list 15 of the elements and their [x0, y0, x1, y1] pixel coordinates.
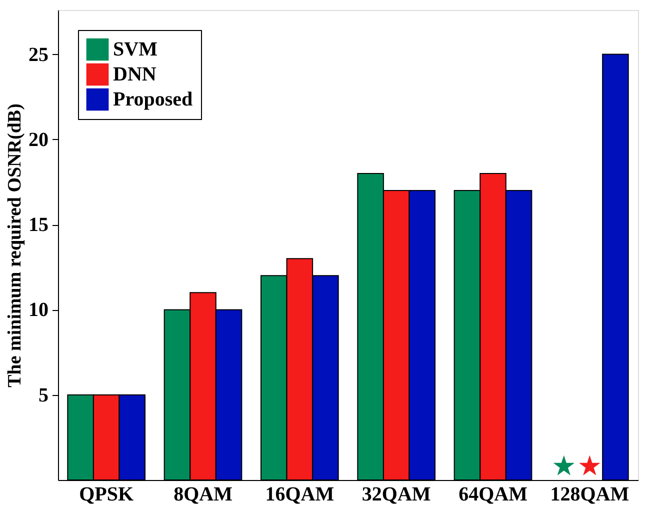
x-tick-label: 8QAM	[174, 484, 233, 506]
y-tick-label: 20	[28, 128, 48, 151]
y-tick-label: 10	[28, 299, 48, 322]
legend-label: DNN	[113, 64, 157, 86]
y-axis-title: The minimum required OSNR(dB)	[4, 104, 26, 388]
y-tick-label: 25	[28, 44, 48, 66]
legend-label: SVM	[113, 38, 158, 60]
x-tick-label: 32QAM	[362, 484, 431, 506]
x-tick-label: 16QAM	[265, 484, 334, 506]
y-tick-label: 5	[38, 384, 48, 406]
x-tick-label: 64QAM	[458, 484, 528, 506]
y-tick-label: 15	[28, 214, 48, 236]
x-tick-label: QPSK	[79, 484, 134, 506]
legend-label: Proposed	[113, 88, 193, 110]
x-tick-label: 128QAM	[550, 484, 630, 506]
